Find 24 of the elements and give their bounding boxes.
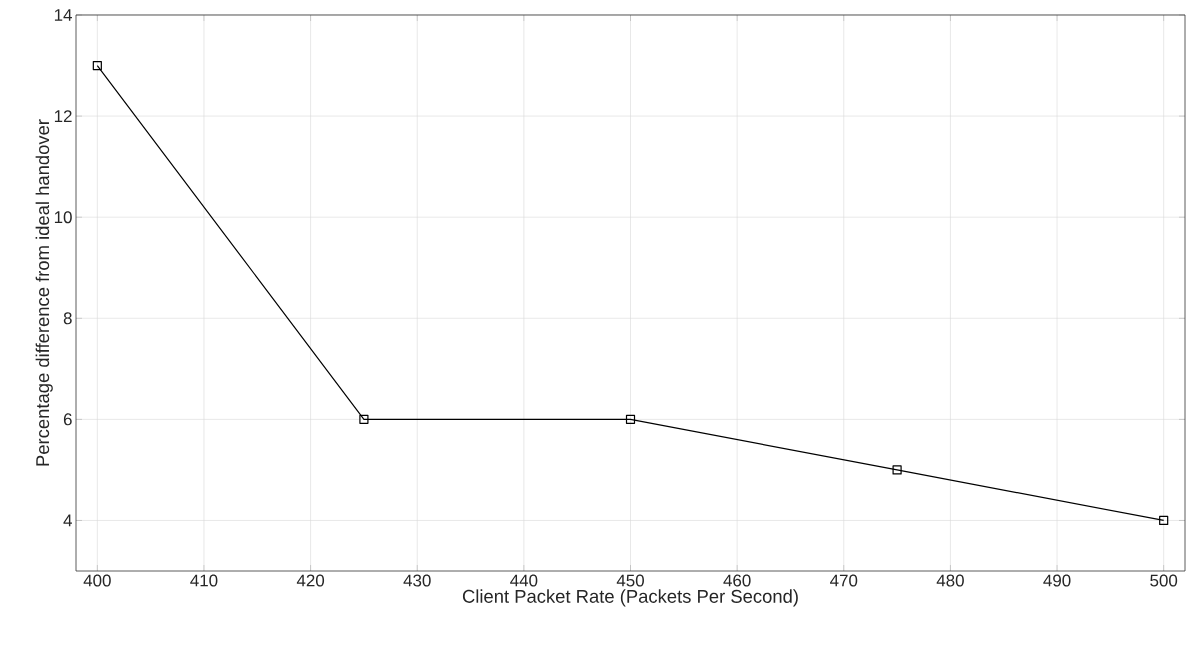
point (92, 60, 102, 71)
point (1159, 515, 1169, 526)
point (359, 414, 369, 424)
x-tick-label: 430 (403, 574, 431, 587)
y-tick-label: 14 (54, 9, 72, 21)
x-tick-label: 450 (616, 574, 644, 587)
x-tick-label: 460 (723, 574, 751, 587)
x-tick-label: 490 (1043, 574, 1071, 587)
y-tick-label: 6 (63, 413, 72, 426)
x-tick-label: 420 (296, 574, 325, 587)
x-axis-title: Client Packet Rate (Packets Per Second) (462, 589, 798, 607)
x-tick-label: 470 (830, 574, 858, 587)
point (625, 414, 636, 424)
y-tick-label: 12 (54, 110, 72, 122)
x-tick-label: 410 (190, 574, 218, 587)
x-tick-label: 440 (510, 574, 538, 587)
x-tick-label: 480 (936, 574, 964, 587)
y-tick-label: 10 (54, 211, 72, 224)
y-tick-label: 8 (63, 312, 72, 325)
y-tick-label: 4 (63, 514, 72, 527)
x-tick-label: 400 (83, 574, 111, 587)
y-axis-title: Percentage difference from ideal handover (35, 119, 53, 466)
point (892, 465, 902, 475)
x-tick-label: 500 (1150, 574, 1178, 587)
